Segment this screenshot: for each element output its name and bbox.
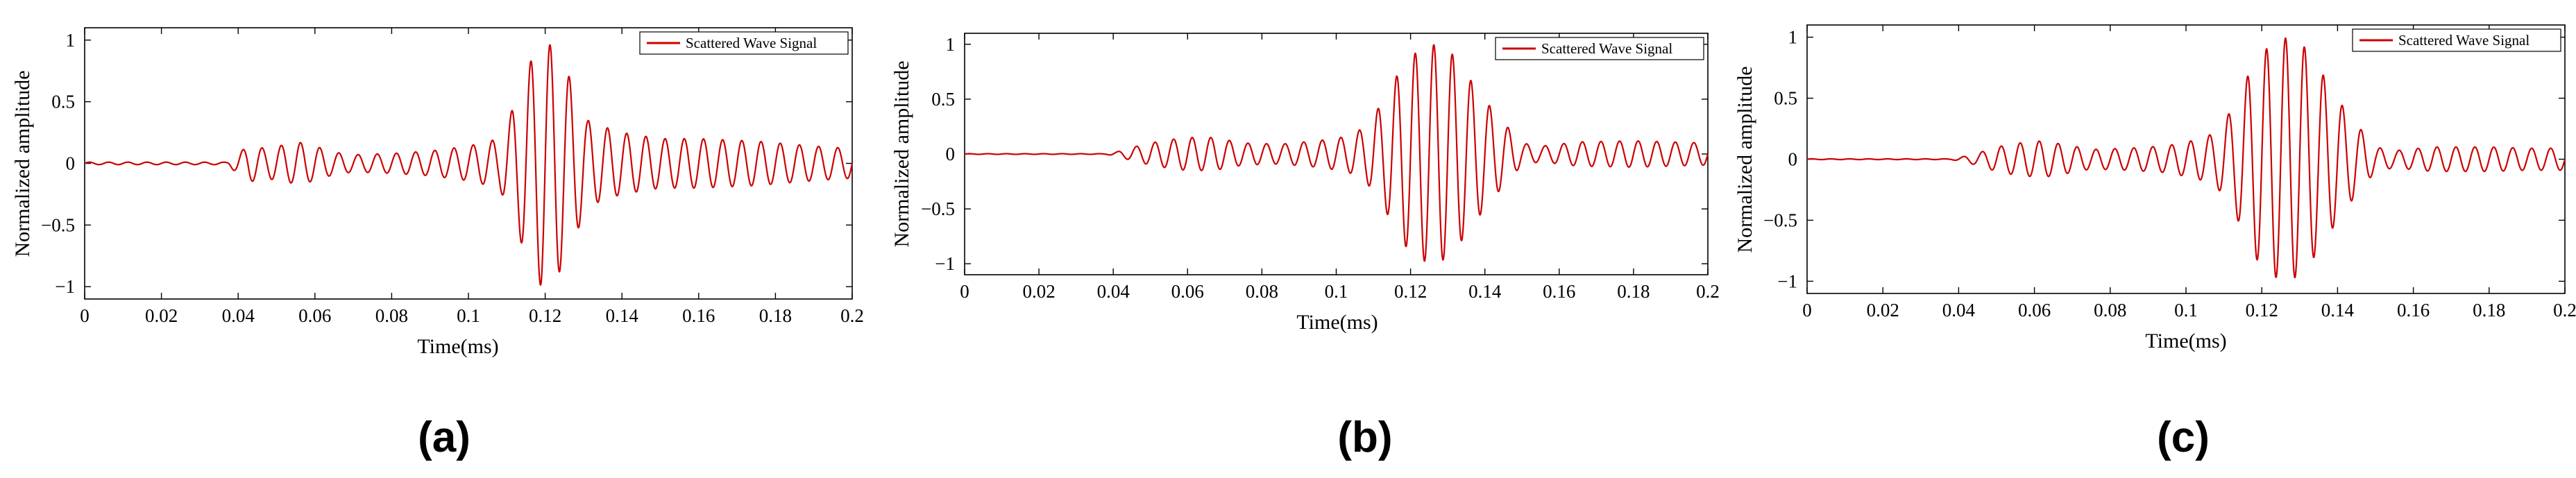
x-tick-label: 0.04 — [1942, 300, 1976, 321]
y-tick-label: −1 — [1777, 271, 1797, 291]
x-tick-label: 0.16 — [682, 305, 715, 326]
panel-caption-a: (a) — [418, 413, 471, 461]
x-tick-label: 0.2 — [2553, 300, 2576, 321]
x-axis-label: Time(ms) — [417, 335, 498, 358]
y-tick-label: 0 — [1788, 149, 1798, 170]
x-tick-label: 0.16 — [2397, 300, 2430, 321]
y-tick-label: −1 — [55, 276, 75, 297]
y-tick-label: 0.5 — [931, 89, 955, 110]
x-tick-label: 0.2 — [1696, 281, 1720, 302]
y-tick-label: −0.5 — [921, 198, 955, 219]
x-tick-label: 0.16 — [1543, 281, 1575, 302]
x-tick-label: 0 — [80, 305, 90, 326]
y-tick-label: −0.5 — [41, 214, 75, 235]
x-tick-label: 0.18 — [2473, 300, 2505, 321]
x-tick-label: 0.04 — [1097, 281, 1130, 302]
y-tick-label: 1 — [1788, 27, 1798, 48]
x-tick-label: 0.18 — [1617, 281, 1650, 302]
x-tick-label: 0.2 — [840, 305, 864, 326]
panel-caption-c: (c) — [2157, 413, 2210, 461]
y-tick-label: 0.5 — [51, 92, 75, 112]
y-axis-label: Normalized amplitude — [1734, 66, 1756, 253]
x-tick-label: 0.08 — [375, 305, 408, 326]
y-tick-label: −0.5 — [1763, 210, 1797, 230]
chart-c: 0 0.02 0.04 0.06 0.08 0.1 0.12 0.14 0.16 0.18 0.2 −… — [1734, 24, 2576, 352]
x-tick-label: 0.06 — [2018, 300, 2051, 321]
x-tick-label: 0.14 — [2321, 300, 2355, 321]
x-tick-label: 0.1 — [457, 305, 480, 326]
x-tick-label: 0.08 — [1246, 281, 1278, 302]
x-axis-label: Time(ms) — [2145, 330, 2226, 352]
y-tick-label: 0 — [66, 153, 76, 174]
y-axis-label: Normalized amplitude — [11, 70, 34, 257]
chart-panel-c: 0 0.02 0.04 0.06 0.08 0.1 0.12 0.14 0.16 0.18 0.2 −… — [1717, 0, 2576, 478]
x-tick-label: 0.02 — [1022, 281, 1055, 302]
series-line — [84, 44, 854, 286]
x-tick-label: 0.14 — [606, 305, 639, 326]
chart-panel-b: 0 0.02 0.04 0.06 0.08 0.1 0.12 0.14 0.16 0.18 0.2 −… — [858, 0, 1720, 478]
x-tick-label: 0.08 — [2094, 300, 2126, 321]
x-tick-label: 0 — [1802, 300, 1812, 321]
x-tick-label: 0.04 — [222, 305, 255, 326]
y-tick-label: 1 — [946, 34, 956, 55]
x-tick-label: 0.02 — [1867, 300, 1899, 321]
y-axis-label: Normalized amplitude — [890, 60, 913, 247]
x-tick-label: 0.18 — [759, 305, 792, 326]
chart-a: 0 0.02 0.04 0.06 0.08 0.1 0.12 0.14 0.16 0.18 0.2 −… — [11, 27, 864, 358]
x-tick-label: 0.12 — [1394, 281, 1427, 302]
x-tick-label: 0.12 — [529, 305, 561, 326]
y-tick-label: 0.5 — [1774, 88, 1797, 109]
legend-label: Scattered Wave Signal — [686, 35, 817, 51]
y-tick-label: 1 — [66, 30, 76, 51]
x-tick-label: 0.1 — [1325, 281, 1348, 302]
legend-label: Scattered Wave Signal — [1541, 40, 1672, 57]
x-tick-label: 0.1 — [2174, 300, 2198, 321]
chart-b: 0 0.02 0.04 0.06 0.08 0.1 0.12 0.14 0.16 0.18 0.2 −… — [890, 33, 1720, 334]
y-tick-label: 0 — [946, 144, 956, 164]
panel-caption-b: (b) — [1337, 413, 1393, 461]
x-tick-label: 0.12 — [2246, 300, 2278, 321]
y-tick-label: −1 — [935, 253, 955, 274]
legend-label: Scattered Wave Signal — [2398, 32, 2530, 49]
x-tick-label: 0.14 — [1468, 281, 1502, 302]
series-line — [964, 44, 1709, 262]
x-axis-label: Time(ms) — [1296, 311, 1378, 334]
x-tick-label: 0 — [960, 281, 969, 302]
x-tick-label: 0.06 — [1171, 281, 1204, 302]
x-tick-label: 0.06 — [298, 305, 331, 326]
x-tick-label: 0.02 — [145, 305, 178, 326]
chart-panel-a: 0 0.02 0.04 0.06 0.08 0.1 0.12 0.14 0.16 0.18 0.2 −… — [0, 0, 864, 478]
series-line — [1806, 37, 2566, 279]
